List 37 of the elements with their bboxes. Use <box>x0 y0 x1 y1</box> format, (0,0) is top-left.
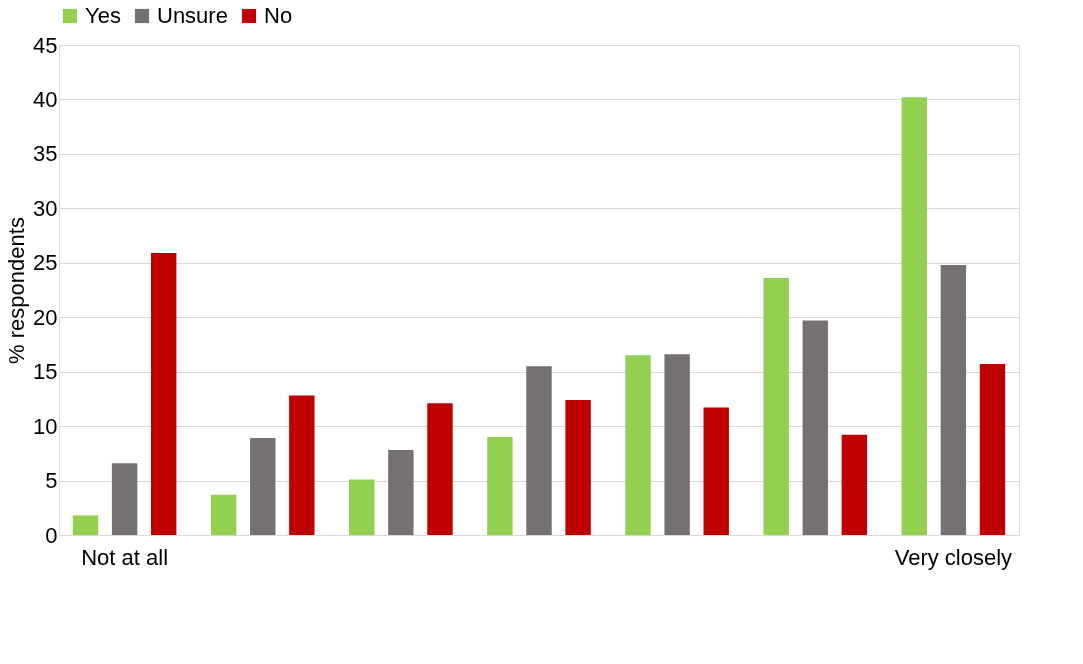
bar <box>111 463 138 535</box>
legend-label: Yes <box>85 3 121 28</box>
bar <box>901 97 927 535</box>
y-tick-label: 5 <box>45 468 58 494</box>
bar <box>210 494 237 535</box>
bar <box>802 320 828 535</box>
y-tick-label: 10 <box>33 413 58 439</box>
bar <box>250 438 276 535</box>
y-tick-label: 15 <box>33 359 58 385</box>
y-tick-label: 40 <box>33 86 58 112</box>
bar <box>427 403 453 535</box>
y-tick-label: 0 <box>45 522 58 548</box>
bar <box>625 355 651 535</box>
y-tick-label: 20 <box>33 304 58 330</box>
bar <box>289 395 315 535</box>
x-tick-label: Very closely <box>894 544 1013 570</box>
bar <box>979 364 1006 535</box>
bar <box>388 450 414 535</box>
bar <box>349 479 375 535</box>
bar <box>72 515 99 535</box>
y-axis-title: % respondents <box>4 217 30 364</box>
legend-label: Unsure <box>157 3 228 28</box>
y-tick-label: 45 <box>33 32 58 58</box>
bar <box>487 437 513 535</box>
bar <box>565 399 591 535</box>
y-tick-label: 35 <box>33 141 58 167</box>
x-tick-label: Not at all <box>81 544 169 570</box>
y-tick-label: 30 <box>33 195 58 221</box>
bar <box>940 264 967 535</box>
bar <box>664 354 690 535</box>
bar <box>841 434 868 535</box>
bar <box>526 366 552 535</box>
bar <box>763 278 789 535</box>
legend-label: No <box>264 3 293 28</box>
y-tick-label: 25 <box>33 250 58 276</box>
bar <box>151 252 177 535</box>
bar <box>703 407 729 535</box>
